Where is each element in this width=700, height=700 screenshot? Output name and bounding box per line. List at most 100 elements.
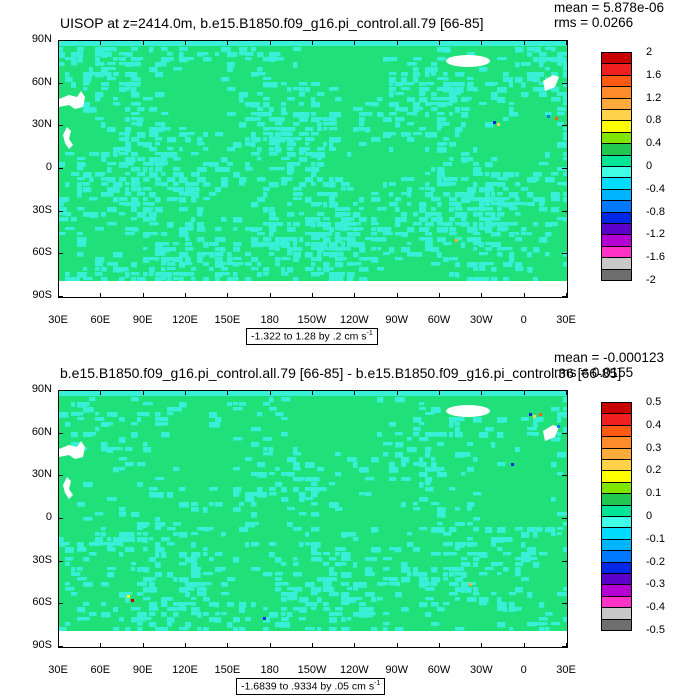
rms-value: rms = 0.0155 [554,365,634,380]
y-tick-mark [58,560,63,562]
y-tick-mark [562,82,567,84]
missing-region-aral [63,127,73,149]
panel-title: UISOP at z=2414.0m, b.e15.B1850.f09_g16.… [60,15,484,31]
x-tick-mark [523,40,525,45]
x-tick-mark [566,40,567,45]
y-tick-mark [58,475,63,477]
y-tick-label: 30S [32,203,52,216]
x-tick-mark [481,643,483,648]
x-tick-mark [396,293,398,298]
colorbar-label: 0.5 [646,396,662,408]
missing-region-greenland [446,55,490,67]
x-tick-label: 90W [385,664,408,676]
y-tick-mark [58,390,63,391]
colorbar-label: 1.6 [646,68,662,81]
x-tick-label: 90W [385,314,408,326]
x-tick-mark [523,643,525,648]
colorbar-label: 0.3 [646,441,662,454]
colorbar-label: 0 [646,160,653,172]
x-tick-mark [566,643,567,648]
colorbar-label: 2 [646,46,653,58]
x-tick-mark [100,390,102,395]
y-tick-mark [562,390,567,391]
anomaly-spot-3 [547,115,550,118]
y-tick-mark [562,646,567,647]
x-tick-mark [481,390,483,395]
x-tick-label: 30E [556,664,576,676]
x-tick-label: 30E [556,314,576,326]
anomaly-spot-1 [497,123,500,126]
x-tick-mark [100,643,102,648]
x-tick-mark [142,293,144,298]
x-tick-label: 150W [297,664,327,676]
x-tick-mark [523,390,525,395]
y-tick-mark [562,432,567,434]
y-tick-mark [562,210,567,212]
x-tick-mark [185,643,186,648]
x-tick-mark [58,293,59,298]
map-plot [58,40,568,298]
colorbar-label: -1.2 [646,228,665,241]
x-tick-mark [354,643,356,648]
x-tick-label: 30E [48,664,68,676]
x-tick-label: 30E [48,314,68,326]
x-tick-mark [58,643,59,648]
x-tick-mark [100,293,102,298]
y-tick-mark [562,603,567,605]
x-tick-mark [312,293,313,298]
anomaly-spot-4 [455,239,458,242]
x-tick-label: 90E [132,664,153,676]
panel-top: UISOP at z=2414.0m, b.e15.B1850.f09_g16.… [32,0,665,345]
mean-value: mean = 5.878e-06 [554,0,664,15]
anomaly-spot-7 [263,617,266,620]
x-tick-label: 180 [260,314,279,326]
x-tick-label: 60E [90,314,111,326]
x-tick-mark [227,293,229,298]
y-tick-mark [58,603,63,605]
x-tick-mark [354,293,356,298]
x-tick-label: 90E [132,314,153,326]
x-tick-label: 60E [90,664,111,676]
y-tick-label: 90S [32,639,52,651]
map-field [59,391,567,647]
range-text: -1.6839 to .9334 by .05 cm s [241,680,375,693]
x-tick-mark [439,390,440,395]
missing-region-caspian [59,441,85,459]
x-tick-mark [58,390,59,395]
range-label: -1.6839 to .9334 by .05 cm s-1 [236,678,386,695]
x-tick-label: 120W [339,314,369,326]
y-tick-label: 60S [32,596,52,609]
x-tick-mark [312,643,313,648]
x-tick-label: 150E [214,664,241,676]
missing-region-antarctic [59,281,567,297]
map-plot [58,390,568,648]
x-tick-mark [142,390,144,395]
missing-region-caspian [59,91,85,109]
x-tick-mark [269,390,271,395]
missing-region-aral [63,477,73,499]
range-text: -1.322 to 1.28 by .2 cm s [251,330,367,343]
colorbar-label: 0 [646,510,653,522]
rms-value: rms = 0.0266 [554,15,634,30]
y-tick-mark [58,82,63,84]
map-field [59,41,567,297]
x-tick-label: 60W [427,314,451,326]
colorbar-label: 0.4 [646,418,662,431]
y-tick-mark [562,168,567,169]
top-band [59,41,567,46]
y-tick-label: 60N [31,425,52,438]
x-tick-mark [439,643,440,648]
x-tick-mark [312,390,313,395]
y-tick-label: 30N [31,468,52,481]
anomaly-spot-3 [557,425,560,428]
anomaly-spot-5 [127,595,130,598]
x-tick-mark [566,293,567,298]
x-tick-mark [396,40,398,45]
x-tick-label: 60W [427,664,451,676]
x-tick-mark [481,293,483,298]
x-tick-label: 180 [260,664,279,676]
colorbar-label: 0.2 [646,464,662,477]
y-tick-mark [562,40,567,41]
x-tick-mark [58,40,59,45]
y-tick-mark [58,296,63,297]
